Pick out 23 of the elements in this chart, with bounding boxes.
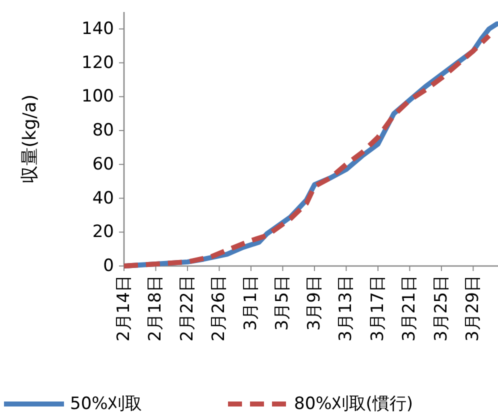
x-tick-label: 3月17日 (368, 275, 388, 342)
legend-label: 50%刈取 (70, 394, 142, 414)
y-tick-label: 100 (82, 86, 114, 107)
x-tick-label: 3月25日 (431, 275, 452, 342)
x-tick-label: 2月18日 (146, 275, 166, 342)
x-tick-label: 2月26日 (209, 275, 230, 342)
y-tick-label: 80 (92, 120, 114, 141)
x-tick-label: 3月5日 (272, 275, 293, 331)
y-tick-label: 40 (92, 188, 114, 208)
y-tick-label: 140 (82, 18, 114, 39)
y-tick-label: 20 (92, 222, 114, 242)
x-tick-label: 3月13日 (336, 275, 356, 342)
y-tick-label: 60 (92, 154, 114, 174)
x-tick-label: 2月14日 (114, 275, 134, 342)
x-tick-label: 2月22日 (177, 275, 198, 342)
x-tick-label: 3月29日 (463, 275, 484, 342)
x-tick-label: 3月21日 (400, 275, 420, 342)
y-tick-label: 0 (103, 256, 114, 276)
x-tick-label: 3月9日 (304, 275, 324, 331)
y-axis-title: 収量(kg/a) (20, 94, 40, 184)
legend-label: 80%刈取(慣行) (294, 394, 414, 414)
y-tick-label: 120 (82, 52, 114, 73)
x-tick-label: 3月1日 (240, 275, 261, 331)
